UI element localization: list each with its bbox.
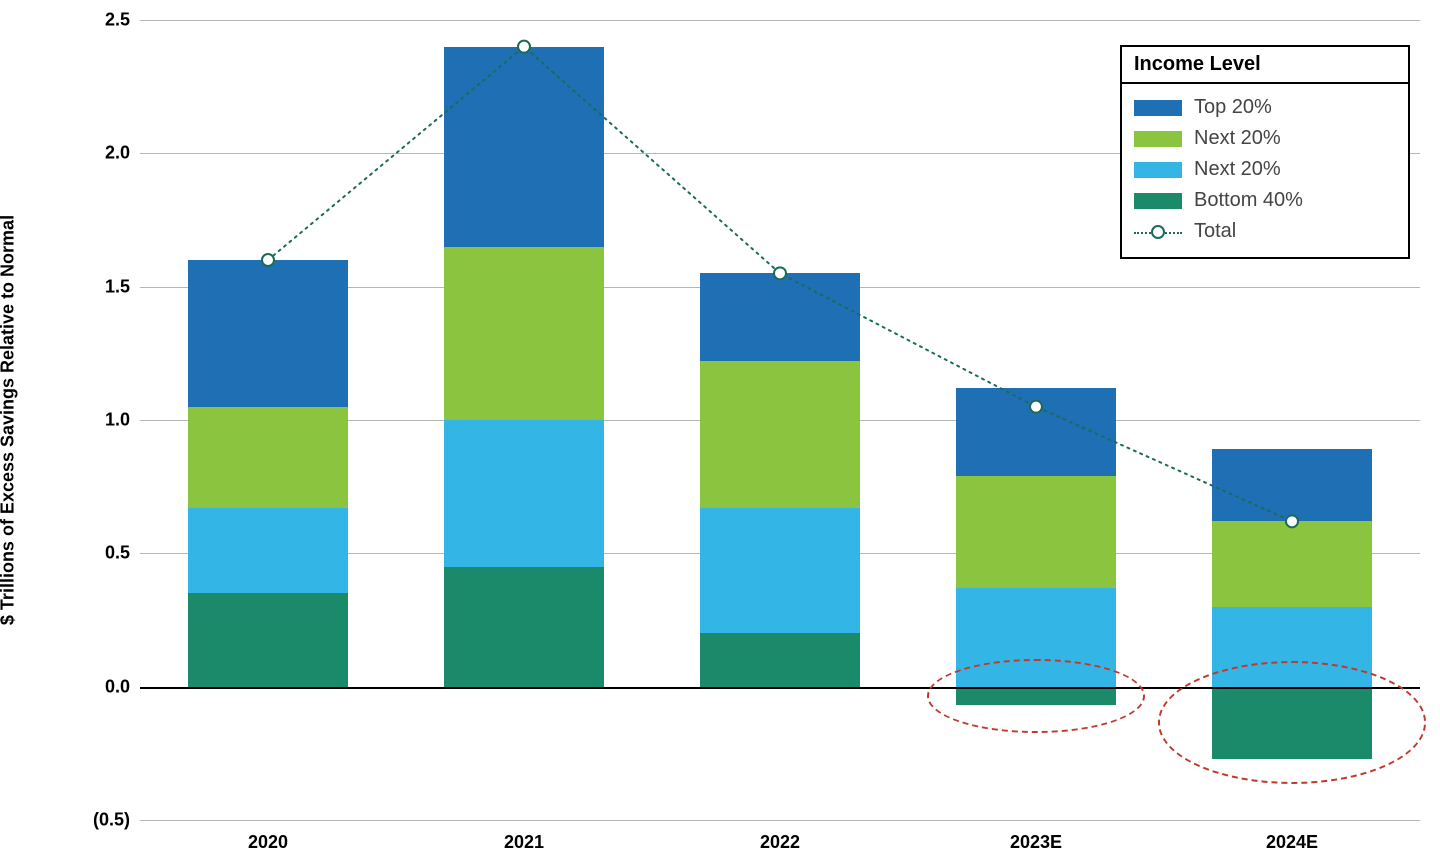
x-tick-label: 2024E <box>1192 832 1392 853</box>
gridline <box>140 820 1420 821</box>
bar-segment-next20b <box>444 420 604 567</box>
y-tick-label: 2.5 <box>70 10 130 31</box>
legend-item-bottom40: Bottom 40% <box>1134 185 1396 216</box>
bar-segment-bottom40 <box>444 567 604 687</box>
y-tick-label: (0.5) <box>70 810 130 831</box>
bar-segment-top20 <box>444 47 604 247</box>
y-tick-label: 2.0 <box>70 143 130 164</box>
legend-label: Top 20% <box>1194 96 1272 119</box>
y-axis-title: $ Trillions of Excess Savings Relative t… <box>0 215 19 625</box>
gridline <box>140 20 1420 21</box>
annotation-ellipse <box>927 659 1145 734</box>
legend-item-next20b: Next 20% <box>1134 154 1396 185</box>
bar-segment-top20 <box>1212 449 1372 521</box>
legend-item-top20: Top 20% <box>1134 92 1396 123</box>
legend-label: Total <box>1194 220 1236 243</box>
legend-swatch <box>1134 131 1182 147</box>
legend-swatch <box>1134 162 1182 178</box>
bar-segment-next20a <box>1212 521 1372 606</box>
legend-item-next20a: Next 20% <box>1134 123 1396 154</box>
bar-segment-next20b <box>700 508 860 633</box>
legend-line-marker <box>1134 224 1182 240</box>
y-tick-label: 0.5 <box>70 543 130 564</box>
legend-swatch <box>1134 100 1182 116</box>
bar-segment-bottom40 <box>188 593 348 686</box>
bar-segment-bottom40 <box>700 633 860 686</box>
legend-title: Income Level <box>1122 47 1408 84</box>
bar-segment-top20 <box>700 273 860 361</box>
annotation-ellipse <box>1158 661 1427 784</box>
x-tick-label: 2021 <box>424 832 624 853</box>
legend-item-total: Total <box>1134 216 1396 247</box>
bar-segment-next20a <box>956 476 1116 588</box>
excess-savings-chart: $ Trillions of Excess Savings Relative t… <box>0 0 1440 863</box>
x-tick-label: 2020 <box>168 832 368 853</box>
bar-segment-top20 <box>956 388 1116 476</box>
bar-segment-top20 <box>188 260 348 407</box>
bar-segment-next20b <box>188 508 348 593</box>
legend-label: Next 20% <box>1194 158 1281 181</box>
y-tick-label: 1.5 <box>70 276 130 297</box>
legend-swatch <box>1134 193 1182 209</box>
x-tick-label: 2022 <box>680 832 880 853</box>
legend-label: Next 20% <box>1194 127 1281 150</box>
legend: Income Level Top 20% Next 20% Next 20% Bott… <box>1120 45 1410 259</box>
y-tick-label: 1.0 <box>70 410 130 431</box>
legend-label: Bottom 40% <box>1194 189 1303 212</box>
x-tick-label: 2023E <box>936 832 1136 853</box>
bar-segment-next20a <box>700 361 860 508</box>
bar-segment-next20a <box>188 407 348 508</box>
bar-segment-next20a <box>444 247 604 420</box>
y-tick-label: 0.0 <box>70 676 130 697</box>
